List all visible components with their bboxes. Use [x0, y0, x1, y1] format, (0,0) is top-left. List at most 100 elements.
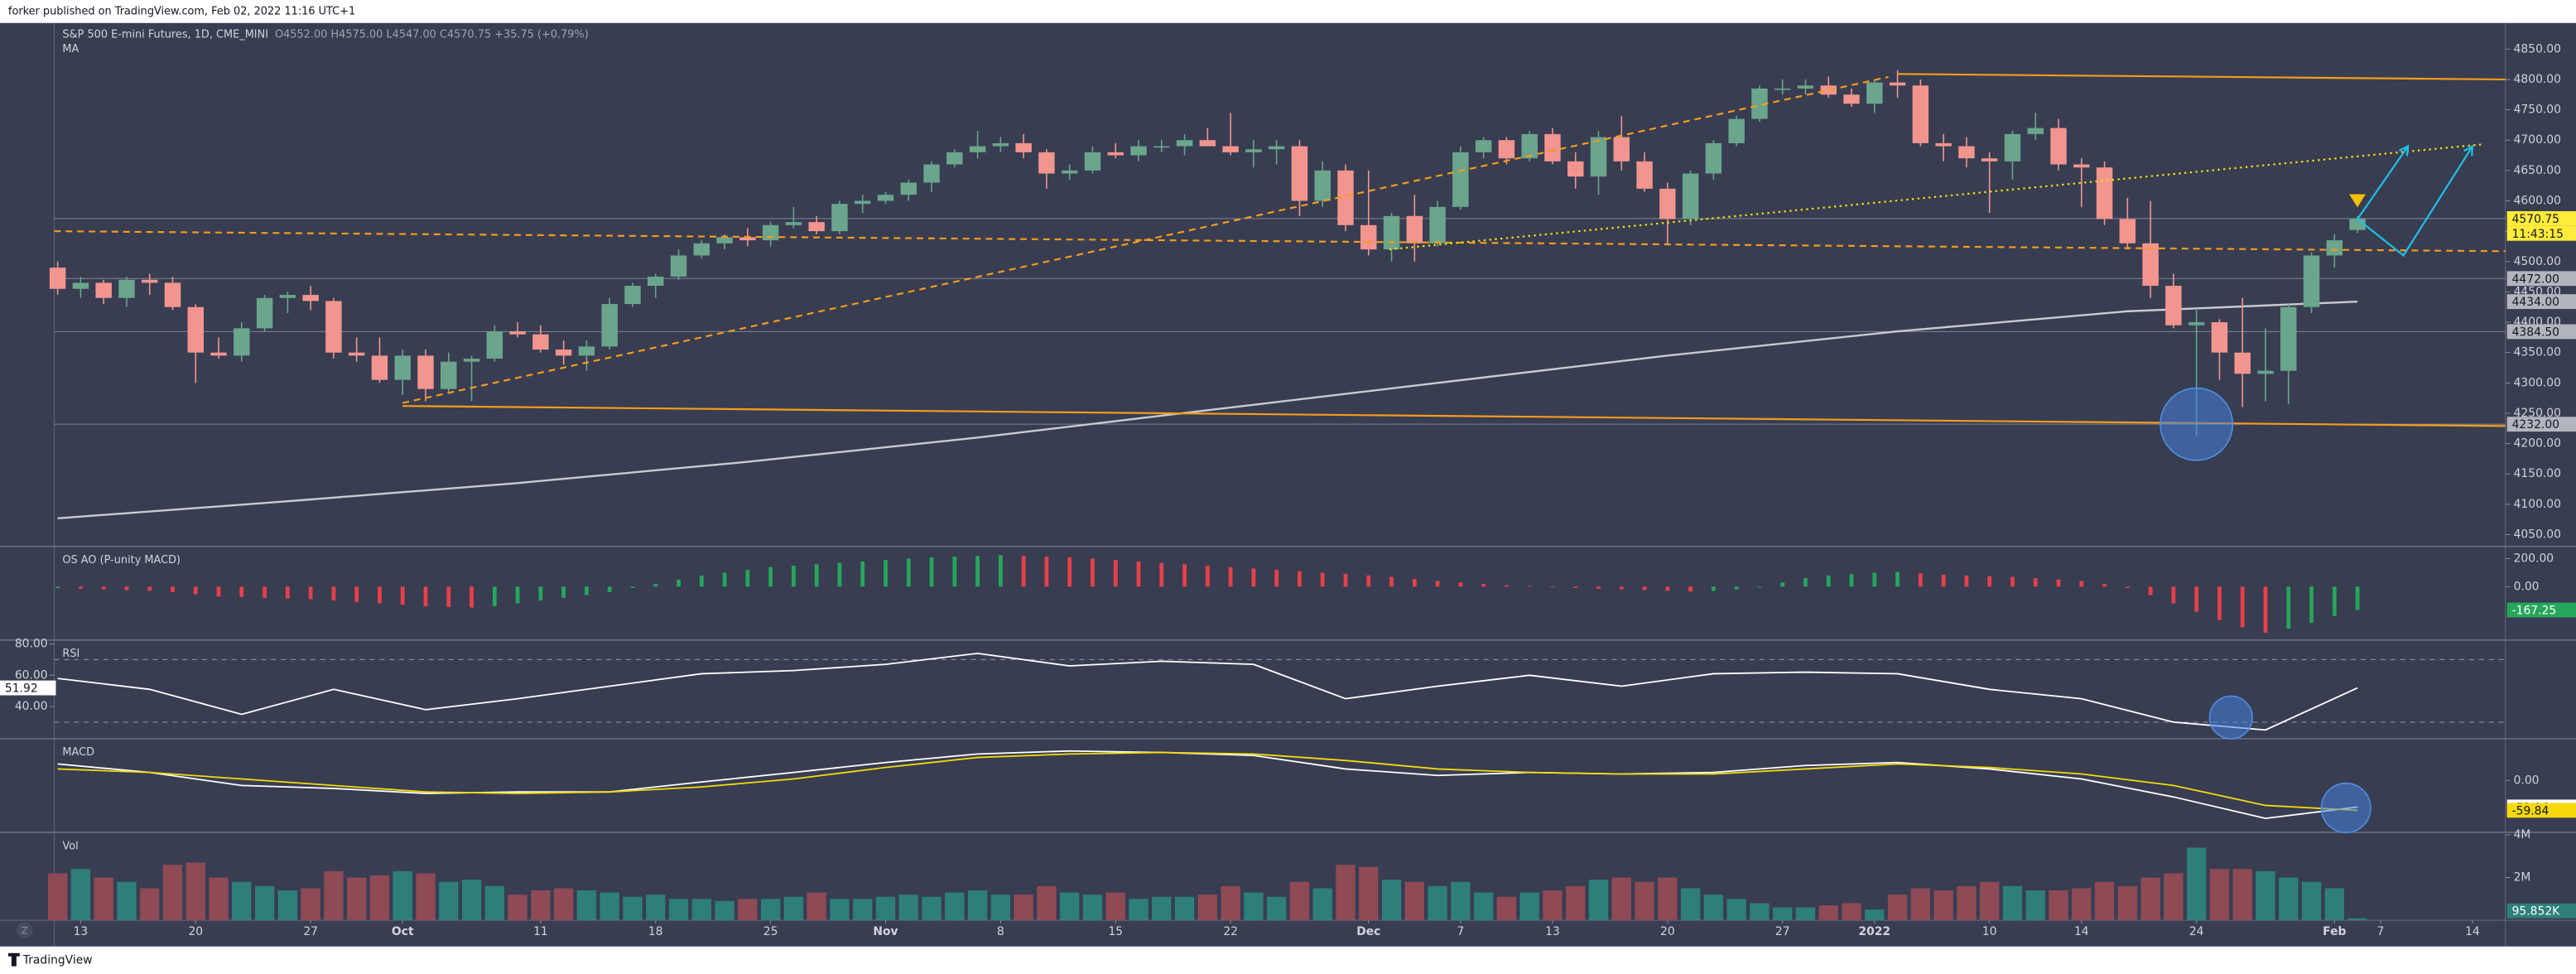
histogram-bar [239, 586, 244, 597]
candle-body [2027, 128, 2044, 134]
candle-body [831, 204, 848, 232]
histogram-bar [2332, 586, 2337, 616]
volume-bar [94, 877, 113, 921]
x-tick-label: 8 [997, 925, 1004, 938]
candle-body [992, 142, 1009, 147]
ma-title: MA [62, 43, 79, 55]
x-tick-label: 27 [303, 925, 318, 938]
candle-body [348, 352, 365, 356]
candle-body [1291, 146, 1308, 201]
x-tick-label: 22 [1223, 925, 1238, 938]
histogram-bar [677, 579, 681, 587]
histogram-bar [2148, 586, 2153, 595]
price-label: 4384.50 [2512, 325, 2559, 339]
volume-bar [531, 890, 551, 921]
histogram-bar [768, 567, 773, 587]
candle-body [1843, 94, 1860, 104]
histogram-bar [193, 586, 198, 595]
candle-body [2303, 255, 2320, 307]
volume-bar [117, 881, 137, 921]
x-tick-label: 18 [648, 925, 663, 938]
histogram-bar [1872, 572, 1877, 587]
x-tick-label: 20 [1660, 925, 1675, 938]
histogram-bar [1044, 557, 1049, 587]
histogram-bar [2125, 586, 2130, 588]
drawing-line [1897, 73, 2506, 81]
y-tick-label: 4650.00 [2514, 164, 2561, 177]
histogram-bar [1182, 564, 1187, 587]
histogram-bar [1826, 575, 1831, 587]
histogram-bar [1734, 586, 1739, 590]
candle-body [509, 331, 526, 335]
candle-body [923, 164, 940, 183]
histogram-bar [147, 586, 152, 591]
candle-body [2050, 128, 2067, 165]
zoom-button[interactable]: Z [22, 925, 28, 937]
histogram-bar [1343, 574, 1348, 587]
candle-body [1452, 152, 1469, 207]
candle-body [716, 237, 733, 244]
candle-body [2234, 352, 2251, 374]
histogram-bar [79, 586, 83, 589]
histogram-bar [515, 586, 520, 604]
volume-bar [1980, 881, 2000, 921]
volume-bar [461, 880, 482, 921]
histogram-bar [999, 555, 1003, 587]
candle-body [693, 243, 710, 256]
volume-bar [2002, 885, 2023, 921]
candle-body [1406, 215, 1423, 244]
candle-body [49, 268, 66, 289]
volume-bar [1221, 885, 1240, 921]
candle-body [532, 334, 549, 350]
y-tick-label: 200.00 [2514, 552, 2554, 566]
volume-bar [47, 873, 68, 921]
volume-bar [1336, 865, 1355, 921]
histogram-bar [1550, 586, 1555, 588]
candle-body [486, 331, 503, 359]
histogram-bar [1688, 586, 1693, 592]
y-tick-label: 4600.00 [2514, 194, 2561, 207]
volume-bar [1037, 885, 1057, 921]
arrow-head [2463, 144, 2474, 157]
volume-bar [347, 877, 367, 921]
indicator-line [57, 751, 2358, 812]
annotation-circle [2208, 695, 2253, 740]
candle-body [2096, 167, 2113, 219]
volume-bar [2117, 885, 2138, 921]
countdown-box [2506, 225, 2576, 241]
volume-bar [392, 870, 412, 921]
price-label: -167.25 [2512, 604, 2557, 617]
candle-body [1176, 140, 1193, 147]
histogram-bar [286, 586, 290, 599]
candle-body [463, 359, 480, 362]
candle-body [1429, 206, 1446, 244]
volume-bar [484, 885, 505, 921]
candle-body [1199, 140, 1216, 147]
indicator-line [57, 653, 2358, 731]
volume-bar [830, 899, 850, 921]
histogram-bar [1320, 572, 1325, 587]
zoom-button-bg[interactable] [16, 922, 33, 938]
volume-bar [1933, 890, 1953, 921]
volume-bar [369, 875, 390, 921]
histogram-bar [745, 570, 750, 587]
candle-body [1038, 152, 1055, 174]
volume-bar [1519, 892, 1539, 921]
histogram-bar [2240, 586, 2245, 628]
volume-bar [1635, 881, 1654, 921]
histogram-bar [1642, 586, 1647, 591]
volume-bar [1473, 892, 1494, 921]
volume-bar [554, 888, 574, 921]
volume-bar [715, 900, 734, 921]
histogram-bar [1412, 579, 1417, 587]
volume-bar [2164, 873, 2184, 921]
x-tick-label: 14 [2465, 925, 2480, 938]
x-tick-label: Feb [2323, 925, 2346, 938]
histogram-bar [952, 557, 957, 587]
histogram-bar [1228, 567, 1233, 587]
pane-title: MACD [62, 746, 94, 759]
candle-body [1084, 152, 1101, 171]
candle-body [1245, 149, 1262, 152]
volume-bar [1060, 892, 1080, 921]
candle-body [210, 352, 227, 356]
